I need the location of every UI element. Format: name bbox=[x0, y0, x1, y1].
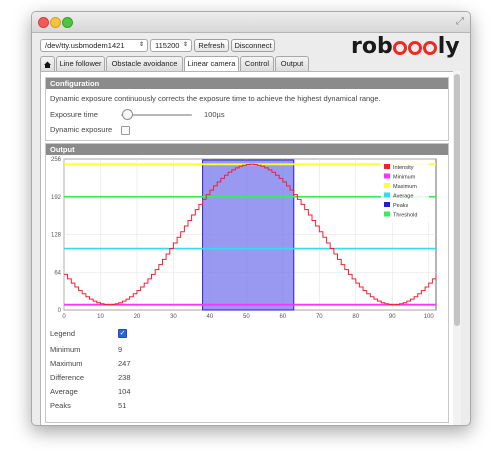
tab-control[interactable]: Control bbox=[240, 56, 274, 71]
stat-difference-label: Difference bbox=[50, 373, 85, 382]
x-tick-label: 90 bbox=[389, 314, 396, 320]
x-tick-label: 20 bbox=[134, 314, 141, 320]
x-tick-label: 100 bbox=[424, 314, 435, 320]
exposure-time-label: Exposure time bbox=[50, 110, 98, 119]
x-tick-label: 60 bbox=[279, 314, 286, 320]
legend-swatch bbox=[384, 173, 390, 179]
stat-minimum-label: Minimum bbox=[50, 345, 81, 354]
x-tick-label: 30 bbox=[170, 314, 177, 320]
legend-entry: Intensity bbox=[393, 165, 414, 171]
intensity-series bbox=[64, 163, 437, 306]
legend-entry: Average bbox=[393, 194, 413, 200]
stat-minimum-value: 9 bbox=[118, 345, 123, 354]
zoom-window-button[interactable] bbox=[62, 17, 73, 28]
y-tick-label: 64 bbox=[54, 270, 61, 276]
stat-peaks-label: Peaks bbox=[50, 401, 71, 410]
disconnect-button[interactable]: Disconnect bbox=[231, 39, 275, 52]
x-tick-label: 80 bbox=[352, 314, 359, 320]
stat-difference-value: 238 bbox=[118, 373, 131, 382]
legend-swatch bbox=[384, 183, 390, 188]
close-window-button[interactable] bbox=[38, 17, 49, 28]
baud-select-value: 115200 bbox=[155, 41, 180, 50]
y-tick-label: 256 bbox=[51, 157, 62, 163]
legend-entry: Threshold bbox=[393, 213, 417, 219]
legend-swatch bbox=[384, 211, 390, 217]
legend-entry: Maximum bbox=[393, 184, 417, 190]
scrollbar-thumb[interactable] bbox=[454, 74, 460, 326]
app-window: ⤢ /dev/tty.usbmodem1421 ⇕ 115200 ⇕ Refre… bbox=[31, 11, 471, 426]
legend-entry: Minimum bbox=[393, 175, 416, 181]
minimize-window-button[interactable] bbox=[50, 17, 61, 28]
x-tick-label: 40 bbox=[207, 314, 214, 320]
fullscreen-icon[interactable]: ⤢ bbox=[456, 16, 464, 27]
exposure-time-value: 100µs bbox=[204, 110, 225, 119]
tab-home[interactable] bbox=[40, 56, 55, 71]
linear-camera-chart: 0 10 20 30 40 50 60 70 80 90 100 0 64 128 192 256 Intens… bbox=[51, 157, 437, 320]
x-tick-label: 50 bbox=[243, 314, 250, 320]
title-bar: ⤢ bbox=[32, 12, 470, 33]
legend-entry: Peaks bbox=[393, 203, 409, 209]
chevron-updown-icon: ⇕ bbox=[182, 42, 188, 48]
port-select[interactable]: /dev/tty.usbmodem1421 ⇕ bbox=[40, 39, 148, 52]
baud-select[interactable]: 115200 ⇕ bbox=[150, 39, 192, 52]
stat-maximum-label: Maximum bbox=[50, 359, 83, 368]
x-tick-label: 0 bbox=[62, 314, 66, 320]
home-icon bbox=[44, 61, 51, 68]
refresh-button[interactable]: Refresh bbox=[194, 39, 229, 52]
output-panel: Output 0 10 20 30 40 50 60 70 80 90 100 0 64 128 192 25… bbox=[45, 143, 449, 423]
stat-peaks-value: 51 bbox=[118, 401, 127, 410]
tab-line-follower[interactable]: Line follower bbox=[56, 56, 105, 71]
tab-linear-camera[interactable]: Linear camera bbox=[184, 56, 239, 72]
tab-obstacle-avoidance[interactable]: Obstacle avoidance bbox=[106, 56, 183, 71]
exposure-slider-knob[interactable] bbox=[122, 109, 133, 120]
legend-label: Legend bbox=[50, 329, 76, 338]
stat-maximum-value: 247 bbox=[118, 359, 131, 368]
tab-output[interactable]: Output bbox=[275, 56, 309, 71]
configuration-panel: Configuration Dynamic exposure continuou… bbox=[45, 77, 449, 141]
dynamic-exposure-label: Dynamic exposure bbox=[50, 125, 113, 134]
configuration-description: Dynamic exposure continuously corrects t… bbox=[50, 94, 381, 103]
stat-average-value: 104 bbox=[118, 387, 131, 396]
port-select-value: /dev/tty.usbmodem1421 bbox=[45, 41, 125, 50]
y-tick-label: 0 bbox=[58, 308, 62, 314]
output-title: Output bbox=[46, 144, 448, 155]
exposure-slider[interactable] bbox=[121, 114, 192, 116]
configuration-title: Configuration bbox=[46, 78, 448, 89]
stat-average-label: Average bbox=[50, 387, 78, 396]
tab-content: Configuration Dynamic exposure continuou… bbox=[40, 71, 454, 425]
legend-swatch bbox=[384, 192, 390, 198]
chevron-updown-icon: ⇕ bbox=[138, 42, 144, 48]
y-tick-label: 192 bbox=[51, 195, 62, 201]
peaks-band bbox=[202, 159, 295, 311]
roboopoly-logo: rob ly bbox=[351, 34, 460, 59]
legend-swatch bbox=[384, 164, 390, 169]
legend-checkbox[interactable]: ✓ bbox=[118, 329, 127, 338]
y-tick-label: 128 bbox=[51, 233, 62, 239]
dynamic-exposure-checkbox[interactable] bbox=[121, 126, 130, 135]
x-tick-label: 70 bbox=[316, 314, 323, 320]
legend-swatch bbox=[384, 202, 390, 207]
x-tick-label: 10 bbox=[97, 314, 104, 320]
vertical-scrollbar[interactable] bbox=[453, 71, 461, 425]
